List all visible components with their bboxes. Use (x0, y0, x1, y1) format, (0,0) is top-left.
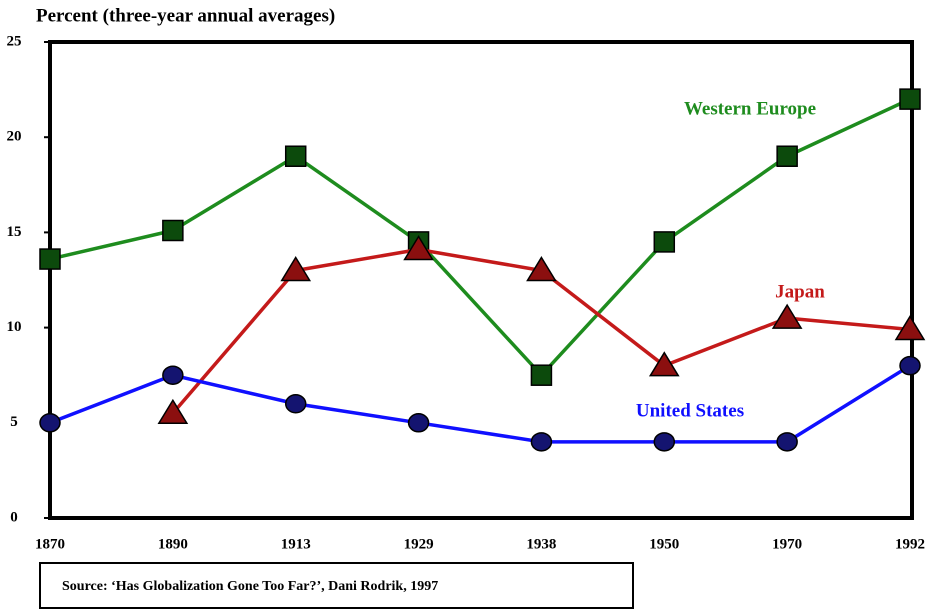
chart-title: Percent (three-year annual averages) (36, 5, 335, 26)
y-tick-label: 5 (10, 414, 18, 430)
series-line (49, 97, 911, 377)
point (648, 351, 680, 377)
point (157, 398, 189, 425)
source-note: Source: ‘Has Globalization Gone Too Far?… (62, 579, 438, 594)
x-tick-label: 1992 (895, 536, 925, 552)
point (530, 364, 553, 386)
point (284, 394, 307, 414)
series-label: United States (636, 400, 744, 421)
point (776, 432, 798, 452)
source-box (39, 562, 634, 609)
y-tick-label: 15 (7, 224, 22, 240)
y-tick-label: 0 (10, 509, 18, 525)
point (899, 88, 921, 110)
point (653, 432, 676, 452)
point (162, 219, 184, 242)
plot-frame (48, 40, 914, 520)
point (771, 303, 803, 329)
x-tick-label: 1870 (35, 536, 65, 552)
x-tick-label: 1913 (281, 536, 311, 552)
y-tick-label: 10 (7, 319, 22, 335)
point (39, 248, 61, 270)
y-tick-label: 25 (7, 33, 22, 49)
y-tick-label: 20 (7, 129, 22, 145)
point (407, 413, 430, 433)
point (162, 365, 184, 385)
x-tick-label: 1950 (649, 536, 679, 552)
point (653, 231, 676, 253)
point (284, 145, 307, 167)
point (403, 235, 434, 261)
point (530, 432, 553, 452)
series-line (49, 364, 911, 444)
x-tick-label: 1938 (526, 536, 556, 552)
x-tick-label: 1890 (158, 536, 188, 552)
point (280, 256, 312, 282)
series-label: Western Europe (684, 98, 816, 119)
point (894, 315, 926, 341)
point (39, 413, 61, 433)
x-tick-label: 1929 (404, 536, 434, 552)
point (526, 256, 557, 282)
series-label: Japan (775, 281, 825, 302)
x-tick-label: 1970 (772, 536, 802, 552)
point (899, 355, 921, 376)
point (776, 145, 798, 167)
